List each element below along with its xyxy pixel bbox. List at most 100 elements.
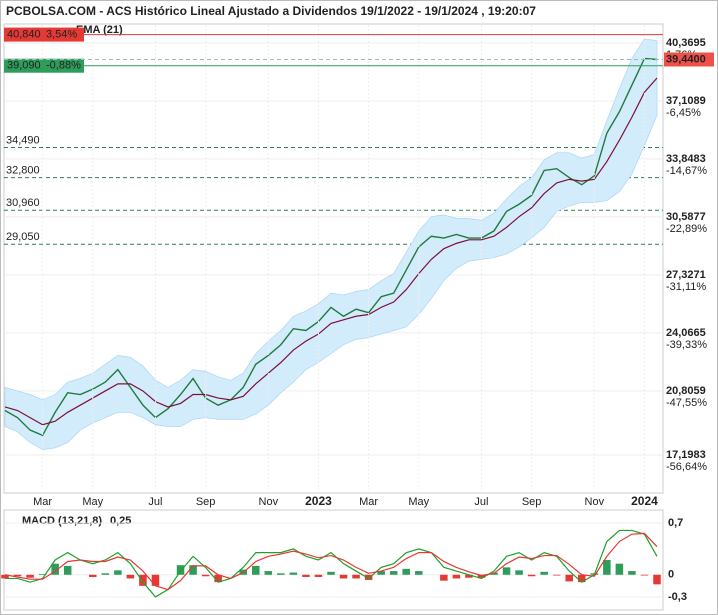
x-tick-label: Jul	[148, 496, 162, 508]
macd-title: MACD (13,21,8)	[22, 515, 102, 527]
x-tick-label: May	[408, 496, 429, 508]
x-tick-label: Nov	[259, 496, 279, 508]
low-label: 39,090	[7, 60, 41, 72]
histogram-bar	[552, 574, 561, 576]
histogram-bar	[1, 574, 9, 579]
histogram-bar	[415, 571, 423, 575]
histogram-bar	[389, 571, 398, 575]
y-tick-label: -0,3	[668, 591, 687, 603]
histogram-bar	[26, 574, 34, 578]
x-tick-label: Mar	[359, 496, 378, 508]
price-line	[4, 77, 658, 426]
y-tick-change: -39,33%	[666, 339, 707, 351]
histogram-bar	[402, 568, 410, 575]
x-tick-label: Mar	[33, 496, 52, 508]
high-box	[4, 27, 84, 42]
chart-title: PCBOLSA.COM - ACS Histórico Lineal Ajust…	[6, 4, 536, 18]
histogram-bar	[527, 574, 536, 577]
high-label: 40,840	[7, 29, 41, 41]
macd-panel	[3, 509, 664, 611]
histogram-bar	[565, 574, 573, 582]
histogram-bar	[101, 573, 110, 575]
histogram-bar	[465, 574, 473, 578]
low-change: -0,88%	[46, 60, 81, 72]
histogram-bar	[302, 574, 310, 577]
level-label: 30,960	[6, 197, 40, 209]
histogram-bar	[176, 565, 185, 575]
y-tick-change: -6,45%	[666, 107, 701, 119]
price-line	[4, 57, 658, 437]
histogram-bar	[277, 573, 285, 575]
histogram-bar	[63, 565, 72, 575]
histogram-bar	[114, 570, 122, 575]
last-label: 39,4400	[666, 53, 706, 65]
level-label: 29,050	[6, 231, 40, 243]
histogram-bar	[515, 570, 523, 575]
y-tick-label: 0	[668, 569, 674, 581]
histogram-bar	[377, 571, 385, 575]
histogram-bar	[151, 574, 160, 586]
y-tick-label: 30,5877	[666, 211, 706, 223]
histogram-bar	[640, 574, 649, 576]
y-tick-label: 40,3695	[666, 37, 706, 49]
histogram-bar	[339, 574, 348, 579]
histogram-bar	[452, 574, 461, 579]
histogram-bar	[603, 560, 611, 575]
y-tick-label: 17,1983	[666, 449, 706, 461]
histogram-bar	[189, 565, 197, 575]
y-tick-label: 20,8059	[666, 385, 706, 397]
y-tick-label: 37,1089	[666, 95, 706, 107]
histogram-bar	[578, 574, 586, 583]
macd-line	[5, 529, 658, 598]
histogram-bar	[440, 574, 448, 581]
histogram-bar	[13, 574, 22, 577]
histogram-bar	[352, 574, 360, 579]
y-tick-label: 27,3271	[666, 269, 706, 281]
y-tick-change: -47,55%	[666, 397, 707, 409]
x-tick-label: Sep	[522, 496, 542, 508]
histogram-bar	[653, 574, 661, 585]
band	[4, 38, 658, 450]
low-box	[4, 58, 84, 73]
histogram-bar	[502, 567, 511, 575]
y-tick-label: 0,7	[668, 517, 683, 529]
histogram-bar	[126, 574, 135, 579]
histogram-bar	[364, 574, 373, 580]
x-tick-label: Nov	[585, 496, 605, 508]
last-box	[664, 52, 714, 67]
x-tick-label: 2023	[305, 494, 332, 508]
histogram-bar	[264, 571, 273, 575]
y-tick-label: 33,8483	[666, 153, 706, 165]
level-label: 34,490	[6, 134, 40, 146]
y-tick-change: -22,89%	[666, 223, 707, 235]
histogram-bar	[477, 574, 486, 578]
histogram-bar	[540, 571, 548, 575]
x-tick-label: 2024	[631, 494, 658, 508]
histogram-bar	[214, 574, 222, 583]
x-tick-label: May	[82, 496, 103, 508]
histogram-bar	[252, 565, 260, 575]
histogram-bar	[314, 574, 323, 577]
histogram-bar	[615, 563, 624, 575]
legend-label: EMA (21)	[76, 24, 123, 36]
histogram-bar	[89, 574, 97, 577]
histogram-bar	[628, 571, 636, 575]
macd-line	[4, 532, 658, 591]
y-tick-label: 24,0665	[666, 327, 706, 339]
macd-last: 0,25	[110, 515, 131, 527]
x-tick-label: Jul	[474, 496, 488, 508]
histogram-bar	[289, 572, 298, 575]
y-tick-change: -31,11%	[666, 281, 706, 293]
main-panel	[3, 23, 664, 494]
x-tick-label: Sep	[196, 496, 216, 508]
high-change: 3,54%	[46, 29, 77, 41]
y-tick-change: -56,64%	[666, 461, 707, 473]
y-tick-change: -14,67%	[666, 165, 707, 177]
histogram-bar	[38, 574, 47, 575]
histogram-bar	[139, 574, 147, 586]
histogram-bar	[51, 563, 59, 575]
histogram-bar	[327, 571, 335, 575]
histogram-bar	[201, 574, 210, 577]
